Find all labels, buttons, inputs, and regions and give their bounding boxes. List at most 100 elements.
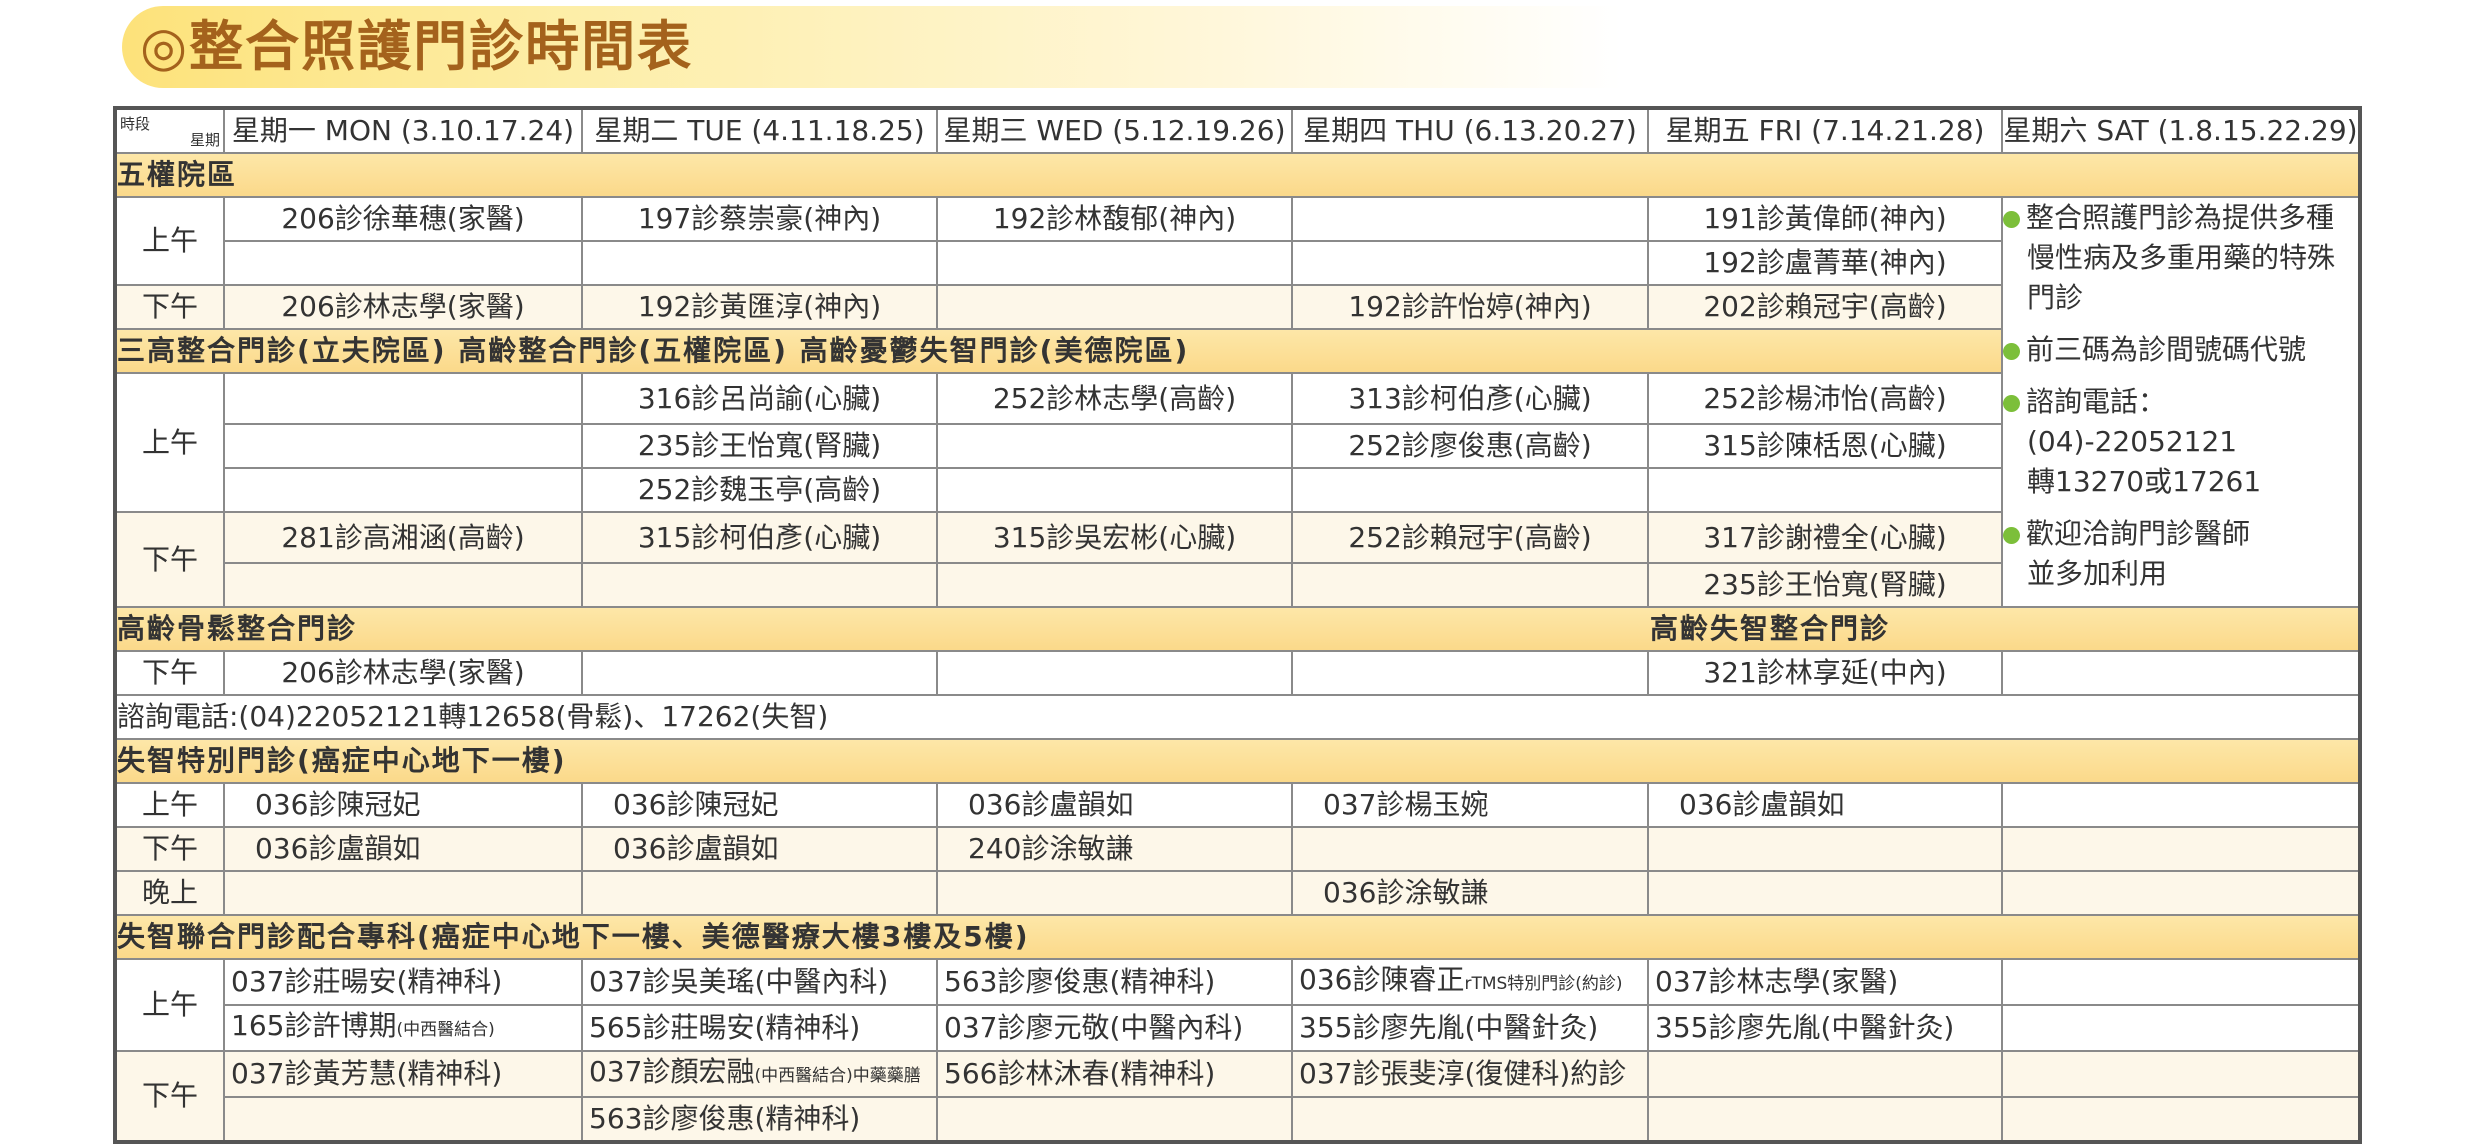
note-line: 慢性病及多重用藥的特殊	[2004, 238, 2358, 278]
clinic-cell	[936, 650, 1293, 696]
period-label: 下午	[114, 650, 225, 696]
clinic-note: (中西醫結合)	[396, 1020, 495, 1040]
note-line: 歡迎洽詢門診醫師	[2004, 514, 2358, 554]
clinic-cell: 037診廖元敬(中醫內科)	[936, 1004, 1293, 1052]
period-label: 上午	[114, 958, 225, 1052]
clinic-cell	[1291, 196, 1649, 242]
clinic-cell: 566診林沐春(精神科)	[936, 1050, 1293, 1098]
clinic-cell: 192診黃匯淳(神內)	[581, 284, 938, 330]
clinic-cell	[1647, 826, 2003, 872]
clinic-cell: 036診盧韻如	[1647, 782, 2003, 828]
day-header: 星期二 TUE (4.11.18.25)	[581, 107, 938, 154]
note-text: 前三碼為診間號碼代號	[2026, 333, 2307, 366]
section-band-row: 五權院區	[114, 152, 2361, 198]
period-label: 下午	[114, 826, 225, 872]
period-label: 下午	[114, 1050, 225, 1143]
clinic-cell	[936, 562, 1293, 608]
schedule-row: 192診盧菁華(神內)	[115, 240, 2360, 286]
clinic-cell	[2001, 782, 2361, 828]
clinic-cell: 197診蔡崇豪(神內)	[581, 196, 938, 242]
schedule-row: 252診魏玉亭(高齡)	[115, 467, 2360, 513]
schedule-row: 下午 281診高湘涵(高齡) 315診柯伯彥(心臟) 315診吳宏彬(心臟) 252診賴…	[114, 511, 2360, 608]
clinic-cell	[1291, 826, 1649, 872]
clinic-cell: 037診莊暘安(精神科)	[223, 958, 583, 1006]
clinic-cell: 317診謝禮全(心臟)	[1647, 511, 2003, 564]
note-text: 轉13270或17261	[2027, 465, 2262, 498]
clinic-cell: 240診涂敏謙	[936, 826, 1293, 872]
clinic-cell: 252診魏玉亭(高齡)	[581, 467, 938, 513]
section-title-text: 失智特別門診(癌症中心地下一樓)	[117, 744, 567, 777]
clinic-cell: 281診高湘涵(高齡)	[223, 511, 583, 564]
note-line: 轉13270或17261	[2004, 462, 2358, 502]
clinic-cell: 036診陳冠妃	[581, 782, 938, 828]
section-title: 五權院區	[114, 152, 2361, 198]
clinic-cell	[936, 467, 1293, 513]
day-header: 星期四 THU (6.13.20.27)	[1291, 107, 1649, 154]
period-label: 晚上	[114, 870, 225, 916]
period-label: 上午	[114, 372, 225, 513]
clinic-cell	[936, 1096, 1293, 1143]
clinic-cell	[2001, 1004, 2361, 1052]
clinic-cell	[936, 870, 1293, 916]
clinic-cell	[2001, 870, 2361, 916]
clinic-note: (中西醫結合)中藥藥膳	[754, 1066, 921, 1086]
note-text: 門診	[2027, 281, 2084, 314]
note-text: 慢性病及多重用藥的特殊	[2027, 241, 2336, 274]
schedule-row: 下午 036診盧韻如 036診盧韻如 240診涂敏謙	[114, 826, 2361, 872]
schedule-row: 235診王怡寬(腎臟) 252診廖俊惠(高齡) 315診陳栝恩(心臟)	[115, 423, 2360, 469]
day-header: 星期一 MON (3.10.17.24)	[223, 107, 583, 154]
clinic-cell: 315診柯伯彥(心臟)	[581, 511, 938, 564]
clinic-cell: 036診陳睿正rTMS特別門診(約診)	[1291, 958, 1649, 1006]
section-band-row: 高齡骨鬆整合門診 高齡失智整合門診	[114, 606, 2361, 652]
clinic-cell: 036診陳冠妃	[223, 782, 583, 828]
note-text: 歡迎洽詢門診醫師	[2026, 517, 2251, 550]
note-item: 前三碼為診間號碼代號	[2004, 330, 2358, 370]
clinic-cell: 565診莊暘安(精神科)	[581, 1004, 938, 1052]
clinic-cell: 192診林馥郁(神內)	[936, 196, 1293, 242]
clinic-cell: 037診楊玉婉	[1291, 782, 1649, 828]
section-title-text: 五權院區	[117, 158, 238, 191]
clinic-cell	[2001, 650, 2361, 696]
clinic-cell	[2001, 1050, 2361, 1098]
clinic-cell: 202診賴冠宇(高齡)	[1647, 284, 2003, 330]
clinic-cell	[1291, 1096, 1649, 1143]
section-title-right: 高齡失智整合門診	[1650, 612, 1891, 645]
clinic-note: rTMS特別門診(約診)	[1464, 974, 1623, 994]
clinic-doctor: 036診陳睿正	[1299, 963, 1465, 996]
clinic-cell: 321診林享延(中內)	[1647, 650, 2003, 696]
corner-weekday-label: 星期	[189, 131, 220, 149]
section-title: 三高整合門診(立夫院區) 高齡整合門診(五權院區) 高齡憂鬱失智門診(美德院區)	[114, 328, 2003, 374]
day-header: 星期五 FRI (7.14.21.28)	[1647, 107, 2003, 154]
clinic-cell: 252診楊沛怡(高齡)	[1647, 372, 2003, 425]
clinic-cell	[936, 284, 1293, 330]
clinic-cell: 206診徐華穗(家醫)	[223, 196, 583, 242]
clinic-cell: 192診盧菁華(神內)	[1647, 240, 2003, 286]
corner-period-label: 時段	[120, 115, 151, 133]
clinic-cell	[2001, 826, 2361, 872]
clinic-cell: 192診許怡婷(神內)	[1291, 284, 1649, 330]
note-line: 門診	[2004, 278, 2358, 318]
clinic-cell: 037診吳美瑤(中醫內科)	[581, 958, 938, 1006]
note-text: (04)-22052121	[2027, 425, 2238, 458]
clinic-cell: 037診黃芳慧(精神科)	[223, 1050, 583, 1098]
note-item: 整合照護門診為提供多種 慢性病及多重用藥的特殊 門診	[2004, 199, 2358, 318]
clinic-cell	[936, 423, 1293, 469]
clinic-doctor: 165診許博期	[231, 1009, 397, 1042]
clinic-cell: 191診黃偉師(神內)	[1647, 196, 2003, 242]
clinic-cell	[936, 240, 1293, 286]
clinic-cell: 036診盧韻如	[936, 782, 1293, 828]
header-row: 時段 星期 星期一 MON (3.10.17.24) 星期二 TUE (4.11…	[114, 107, 2361, 154]
clinic-cell: 037診林志學(家醫)	[1647, 958, 2003, 1006]
day-header: 星期六 SAT (1.8.15.22.29)	[2001, 107, 2361, 154]
note-text: 並多加利用	[2027, 557, 2168, 590]
bullet-icon	[2004, 343, 2020, 360]
clinic-cell: 252診林志學(高齡)	[936, 372, 1293, 425]
note-line: 整合照護門診為提供多種	[2004, 199, 2358, 238]
clinic-cell: 355診廖先胤(中醫針灸)	[1647, 1004, 2003, 1052]
corner-cell: 時段 星期	[114, 107, 225, 154]
note-line: 前三碼為診間號碼代號	[2004, 330, 2358, 370]
schedule-row: 下午 206診林志學(家醫) 192診黃匯淳(神內) 192診許怡婷(神內) 202診賴…	[114, 284, 2360, 330]
clinic-cell: 316診呂尚諭(心臟)	[581, 372, 938, 425]
clinic-cell	[1647, 870, 2003, 916]
note-line: (04)-22052121	[2004, 422, 2358, 462]
